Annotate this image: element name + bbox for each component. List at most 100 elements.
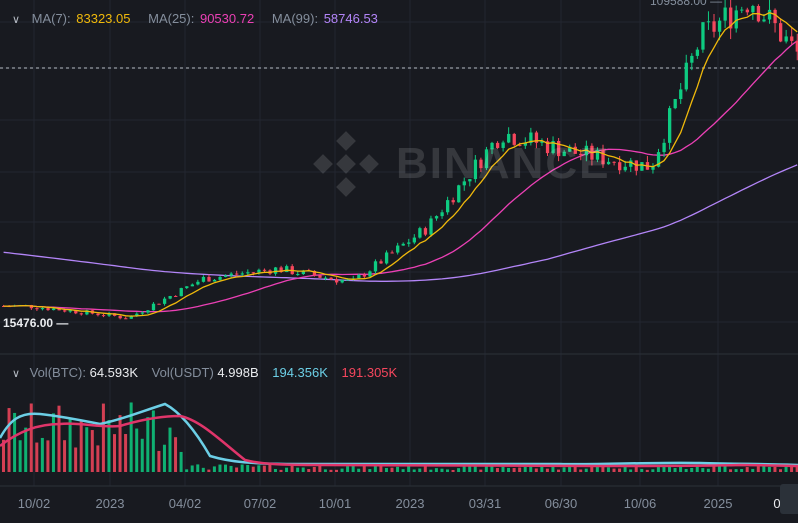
candle-body bbox=[101, 315, 106, 317]
ma99-label: MA(99): bbox=[271, 11, 319, 26]
vol-btc-label: Vol(BTC): bbox=[29, 365, 86, 380]
ma7-line bbox=[3, 12, 798, 317]
chevron-down-icon[interactable]: ∨ bbox=[12, 14, 21, 26]
x-tick: 04/02 bbox=[168, 496, 202, 511]
volume-bar bbox=[190, 465, 194, 472]
candle-body bbox=[679, 89, 683, 100]
volume-bar bbox=[784, 465, 788, 472]
volume-bar bbox=[63, 440, 67, 472]
volume-bar bbox=[379, 465, 383, 472]
candle-body bbox=[512, 133, 516, 145]
volume-bar bbox=[101, 403, 105, 472]
candle-body bbox=[201, 276, 206, 282]
volume-bar bbox=[157, 450, 161, 472]
volume-bar bbox=[207, 469, 211, 472]
volume-bar bbox=[779, 469, 782, 472]
volume-bar bbox=[57, 405, 61, 472]
ma25-line bbox=[3, 40, 798, 313]
volume-bar bbox=[68, 419, 72, 472]
volume-bar bbox=[268, 464, 272, 472]
volume-bar bbox=[601, 466, 605, 472]
candle-body bbox=[312, 270, 317, 276]
candle-body bbox=[346, 279, 350, 281]
volume-bar bbox=[362, 464, 366, 472]
volume-bar bbox=[501, 466, 505, 472]
volume-bar bbox=[218, 464, 222, 472]
volume-bar bbox=[618, 468, 622, 472]
volume-bar bbox=[307, 469, 311, 472]
volume-bar bbox=[468, 464, 472, 472]
volume-bar bbox=[2, 439, 5, 472]
volume-bar bbox=[434, 468, 438, 472]
volume-bar bbox=[235, 467, 239, 472]
candle-body bbox=[63, 310, 67, 312]
candle-body bbox=[285, 266, 289, 273]
volume-bar bbox=[240, 464, 244, 472]
volume-bar bbox=[335, 469, 338, 472]
volume-bar bbox=[357, 468, 361, 472]
volume-bar bbox=[318, 465, 322, 472]
volume-bar bbox=[224, 464, 227, 472]
candle-body bbox=[57, 308, 61, 311]
volume-bar bbox=[401, 469, 405, 472]
volume-bar bbox=[507, 467, 511, 472]
candle-body bbox=[706, 21, 711, 23]
volume-bar bbox=[762, 466, 766, 472]
volume-bar bbox=[118, 415, 122, 472]
current-price-tag bbox=[780, 484, 798, 514]
vol-ma-b-value: 191.305K bbox=[341, 365, 398, 380]
time-axis[interactable]: 10/02 2023 04/02 07/02 10/01 2023 03/31 … bbox=[0, 492, 798, 516]
volume-bar bbox=[484, 464, 488, 472]
candle-body bbox=[179, 288, 183, 297]
candle-body bbox=[551, 141, 555, 154]
volume-bar bbox=[290, 465, 294, 472]
candle-body bbox=[301, 270, 305, 275]
volume-bar bbox=[740, 469, 744, 472]
volume-bar bbox=[440, 468, 444, 472]
candle-body bbox=[329, 277, 333, 280]
candle-body bbox=[745, 9, 749, 13]
watermark: BINANCE bbox=[310, 128, 610, 200]
candle-body bbox=[251, 272, 256, 274]
volume-ma-line-b bbox=[0, 414, 798, 468]
candle-body bbox=[79, 313, 83, 315]
volume-bars bbox=[2, 402, 798, 472]
volume-bar bbox=[723, 466, 727, 472]
candle-body bbox=[40, 308, 45, 310]
candle-body bbox=[701, 22, 705, 50]
volume-bar bbox=[690, 467, 694, 472]
grid bbox=[0, 0, 798, 486]
volume-bar bbox=[712, 465, 716, 472]
volume-bar bbox=[573, 465, 577, 472]
volume-bar bbox=[557, 469, 560, 472]
candle-body bbox=[690, 55, 694, 63]
candle-body bbox=[407, 242, 411, 244]
candle-body bbox=[479, 159, 483, 169]
volume-bar bbox=[629, 469, 633, 472]
volume-bar bbox=[279, 469, 283, 472]
volume-bar bbox=[346, 466, 350, 472]
volume-ma-line-a bbox=[0, 402, 798, 467]
volume-bar bbox=[595, 465, 599, 472]
candle-body bbox=[606, 161, 611, 165]
volume-bar bbox=[18, 440, 22, 472]
volume-bar bbox=[551, 465, 555, 472]
volume-bar bbox=[296, 467, 300, 472]
candle-body bbox=[412, 237, 416, 243]
volume-bar bbox=[185, 469, 189, 472]
chevron-down-icon[interactable]: ∨ bbox=[12, 368, 21, 380]
candle-body bbox=[673, 99, 677, 109]
volume-bar bbox=[579, 469, 583, 472]
vol-btc-value: 64.593K bbox=[89, 365, 139, 380]
volume-bar bbox=[74, 447, 78, 472]
candle-body bbox=[734, 10, 738, 29]
candle-body bbox=[618, 162, 622, 171]
candle-body bbox=[579, 153, 583, 156]
candle-body bbox=[468, 179, 472, 182]
candle-body bbox=[190, 284, 194, 287]
volume-bar bbox=[301, 467, 305, 472]
candle-body bbox=[451, 200, 455, 203]
candle-body bbox=[185, 286, 189, 289]
